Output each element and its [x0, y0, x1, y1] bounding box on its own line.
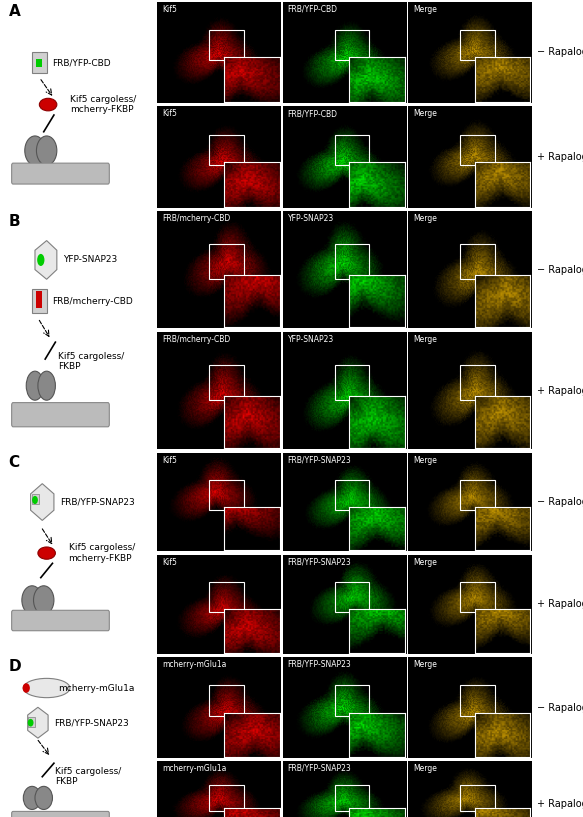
FancyBboxPatch shape	[12, 610, 110, 631]
Text: − Rapalog: − Rapalog	[537, 703, 583, 712]
Bar	[209, 685, 244, 716]
FancyBboxPatch shape	[12, 163, 110, 184]
Text: Merge: Merge	[413, 660, 437, 669]
FancyBboxPatch shape	[32, 289, 47, 313]
Polygon shape	[31, 484, 54, 520]
Text: + Rapalog: + Rapalog	[537, 799, 583, 809]
Text: + Rapalog: + Rapalog	[537, 386, 583, 395]
Circle shape	[23, 786, 41, 810]
Text: Kif5 cargoless/
mcherry-FKBP: Kif5 cargoless/ mcherry-FKBP	[70, 95, 136, 114]
Ellipse shape	[39, 98, 57, 111]
Bar	[460, 785, 494, 810]
Text: Merge: Merge	[413, 109, 437, 118]
Text: Kif5: Kif5	[162, 558, 177, 567]
Bar	[460, 135, 494, 165]
Bar	[335, 135, 369, 165]
Bar	[32, 493, 40, 504]
Circle shape	[36, 136, 57, 165]
Circle shape	[24, 136, 45, 165]
Polygon shape	[35, 240, 57, 279]
Text: FRB/YFP-CBD: FRB/YFP-CBD	[52, 58, 111, 67]
Circle shape	[23, 683, 30, 693]
Text: YFP-SNAP23: YFP-SNAP23	[287, 335, 334, 344]
Text: FRB/mcherry-CBD: FRB/mcherry-CBD	[52, 297, 134, 306]
Bar	[28, 717, 35, 726]
Bar	[209, 480, 244, 510]
Text: Kif5 cargoless/
FKBP: Kif5 cargoless/ FKBP	[58, 352, 125, 371]
Text: FRB/YFP-SNAP23: FRB/YFP-SNAP23	[287, 764, 352, 773]
Text: FRB/mcherry-CBD: FRB/mcherry-CBD	[162, 335, 231, 344]
Text: FRB/YFP-SNAP23: FRB/YFP-SNAP23	[54, 718, 129, 727]
Text: YFP-SNAP23: YFP-SNAP23	[63, 256, 117, 265]
Bar	[335, 685, 369, 716]
Bar	[335, 480, 369, 510]
Circle shape	[34, 586, 54, 614]
Bar	[335, 243, 369, 279]
Bar	[209, 583, 244, 612]
Bar	[209, 243, 244, 279]
Bar	[460, 243, 494, 279]
Circle shape	[26, 371, 44, 400]
Bar	[36, 292, 42, 308]
Bar	[209, 364, 244, 400]
Circle shape	[38, 371, 55, 400]
Text: + Rapalog: + Rapalog	[537, 152, 583, 162]
Text: − Rapalog: − Rapalog	[537, 497, 583, 507]
Bar	[209, 135, 244, 165]
Text: Merge: Merge	[413, 335, 437, 344]
Text: Kif5: Kif5	[162, 109, 177, 118]
Bar	[209, 785, 244, 810]
Text: Merge: Merge	[413, 456, 437, 465]
Ellipse shape	[23, 678, 70, 698]
Ellipse shape	[38, 547, 55, 560]
Text: mcherry-mGlu1a: mcherry-mGlu1a	[162, 764, 227, 773]
Bar	[335, 583, 369, 612]
Text: FRB/YFP-SNAP23: FRB/YFP-SNAP23	[287, 558, 352, 567]
Text: D: D	[9, 659, 22, 674]
Polygon shape	[28, 708, 48, 738]
Bar	[209, 30, 244, 60]
Text: FRB/YFP-SNAP23: FRB/YFP-SNAP23	[287, 456, 352, 465]
Text: − Rapalog: − Rapalog	[537, 47, 583, 57]
Text: C: C	[9, 455, 20, 470]
Bar	[460, 480, 494, 510]
Text: Merge: Merge	[413, 558, 437, 567]
Bar	[36, 59, 42, 67]
Text: FRB/YFP-SNAP23: FRB/YFP-SNAP23	[287, 660, 352, 669]
Bar	[335, 785, 369, 810]
Bar	[460, 685, 494, 716]
Text: FRB/YFP-CBD: FRB/YFP-CBD	[287, 109, 338, 118]
Text: B: B	[9, 214, 20, 229]
Text: FRB/YFP-CBD: FRB/YFP-CBD	[287, 5, 338, 14]
Bar	[335, 364, 369, 400]
FancyBboxPatch shape	[12, 403, 110, 426]
FancyBboxPatch shape	[12, 811, 110, 817]
Circle shape	[35, 786, 52, 810]
Text: Kif5: Kif5	[162, 5, 177, 14]
Circle shape	[37, 254, 44, 266]
Text: Kif5: Kif5	[162, 456, 177, 465]
Text: FRB/YFP-SNAP23: FRB/YFP-SNAP23	[59, 498, 135, 507]
Text: Kif5 cargoless/
mcherry-FKBP: Kif5 cargoless/ mcherry-FKBP	[69, 543, 135, 563]
Bar	[460, 583, 494, 612]
Text: mcherry-mGlu1a: mcherry-mGlu1a	[58, 684, 135, 693]
Text: FRB/mcherry-CBD: FRB/mcherry-CBD	[162, 214, 231, 223]
Text: − Rapalog: − Rapalog	[537, 265, 583, 275]
Bar	[460, 30, 494, 60]
Text: Kif5 cargoless/
FKBP: Kif5 cargoless/ FKBP	[55, 767, 122, 787]
Text: A: A	[9, 4, 20, 19]
Circle shape	[22, 586, 42, 614]
Text: YFP-SNAP23: YFP-SNAP23	[287, 214, 334, 223]
Text: mcherry-mGlu1a: mcherry-mGlu1a	[162, 660, 227, 669]
Circle shape	[32, 496, 38, 504]
Circle shape	[28, 719, 34, 726]
Text: Merge: Merge	[413, 214, 437, 223]
Text: + Rapalog: + Rapalog	[537, 599, 583, 609]
Text: Merge: Merge	[413, 764, 437, 773]
Text: Merge: Merge	[413, 5, 437, 14]
Bar	[335, 30, 369, 60]
Bar	[460, 364, 494, 400]
FancyBboxPatch shape	[32, 52, 47, 74]
